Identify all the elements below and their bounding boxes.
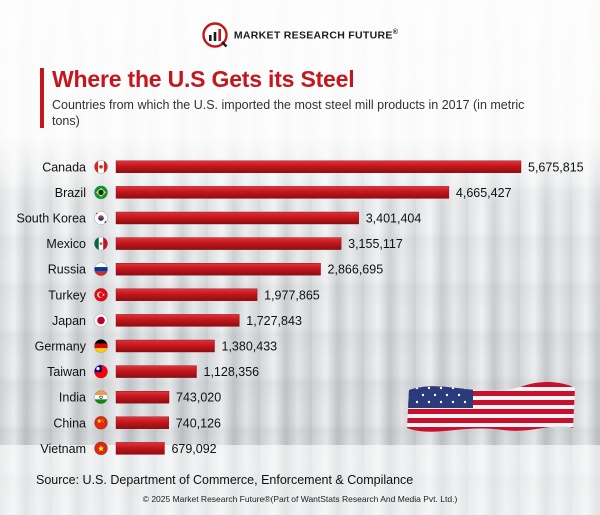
- bar: [115, 160, 522, 174]
- bar: [115, 186, 450, 199]
- category-label: Canada: [42, 160, 86, 174]
- market-research-future-logo-icon: [202, 22, 228, 48]
- value-label: 3,401,404: [366, 212, 422, 226]
- vietnam-flag-icon: [94, 441, 108, 456]
- logo: MARKET RESEARCH FUTURE®: [0, 22, 600, 48]
- value-label: 679,092: [171, 442, 216, 456]
- category-label: Russia: [48, 263, 86, 277]
- category-label: Turkey: [48, 288, 86, 302]
- bar: [115, 416, 170, 429]
- india-flag-icon: [94, 390, 108, 404]
- bar: [115, 211, 359, 225]
- bar-chart: Canada 5,675,815 Brazil 4,665,427 South Kore…: [17, 159, 584, 456]
- bar: [115, 237, 342, 250]
- category-label: India: [59, 391, 86, 405]
- value-label: 743,020: [176, 391, 221, 405]
- bar: [115, 442, 165, 455]
- value-label: 4,665,427: [456, 186, 512, 200]
- mexico-flag-icon: [94, 236, 108, 251]
- category-label: Taiwan: [47, 365, 86, 379]
- value-label: 1,128,356: [204, 365, 260, 379]
- bar: [115, 339, 215, 353]
- value-label: 1,380,433: [222, 340, 278, 354]
- logo-text: MARKET RESEARCH FUTURE®: [233, 28, 399, 42]
- source-note: Source: U.S. Department of Commerce, Enf…: [36, 473, 414, 487]
- south-korea-flag-icon: [94, 211, 108, 225]
- bar: [115, 262, 321, 276]
- title-accent-bar: [40, 68, 44, 128]
- bar: [115, 390, 170, 404]
- russia-flag-icon: [94, 262, 108, 276]
- category-label: Brazil: [55, 186, 86, 200]
- copyright-note: © 2025 Market Research Future®(Part of W…: [142, 494, 458, 504]
- category-label: Vietnam: [40, 442, 86, 456]
- value-label: 1,977,865: [264, 288, 320, 302]
- category-label: Germany: [35, 340, 87, 354]
- japan-flag-icon: [94, 313, 108, 328]
- canada-flag-icon: [94, 159, 108, 174]
- turkey-flag-icon: [94, 288, 108, 302]
- category-label: Mexico: [46, 237, 86, 251]
- bar: [115, 314, 240, 327]
- taiwan-flag-icon: [94, 364, 108, 379]
- bar: [115, 288, 258, 302]
- value-label: 1,727,843: [246, 314, 302, 328]
- page-title: Where the U.S Gets its Steel: [52, 66, 355, 92]
- page-subtitle: Countries from which the U.S. imported t…: [52, 98, 525, 128]
- value-label: 3,155,117: [348, 237, 403, 251]
- category-label: China: [53, 416, 86, 430]
- category-label: South Korea: [17, 212, 87, 226]
- category-label: Japan: [52, 314, 86, 328]
- brazil-flag-icon: [94, 185, 108, 200]
- value-label: 5,675,815: [528, 160, 584, 174]
- germany-flag-icon: [94, 339, 108, 353]
- china-flag-icon: [94, 415, 108, 430]
- value-label: 740,126: [176, 416, 221, 430]
- footer-background: [0, 445, 600, 515]
- value-label: 2,866,695: [328, 263, 384, 277]
- bar: [115, 365, 197, 378]
- usa-flag-icon: [407, 382, 575, 432]
